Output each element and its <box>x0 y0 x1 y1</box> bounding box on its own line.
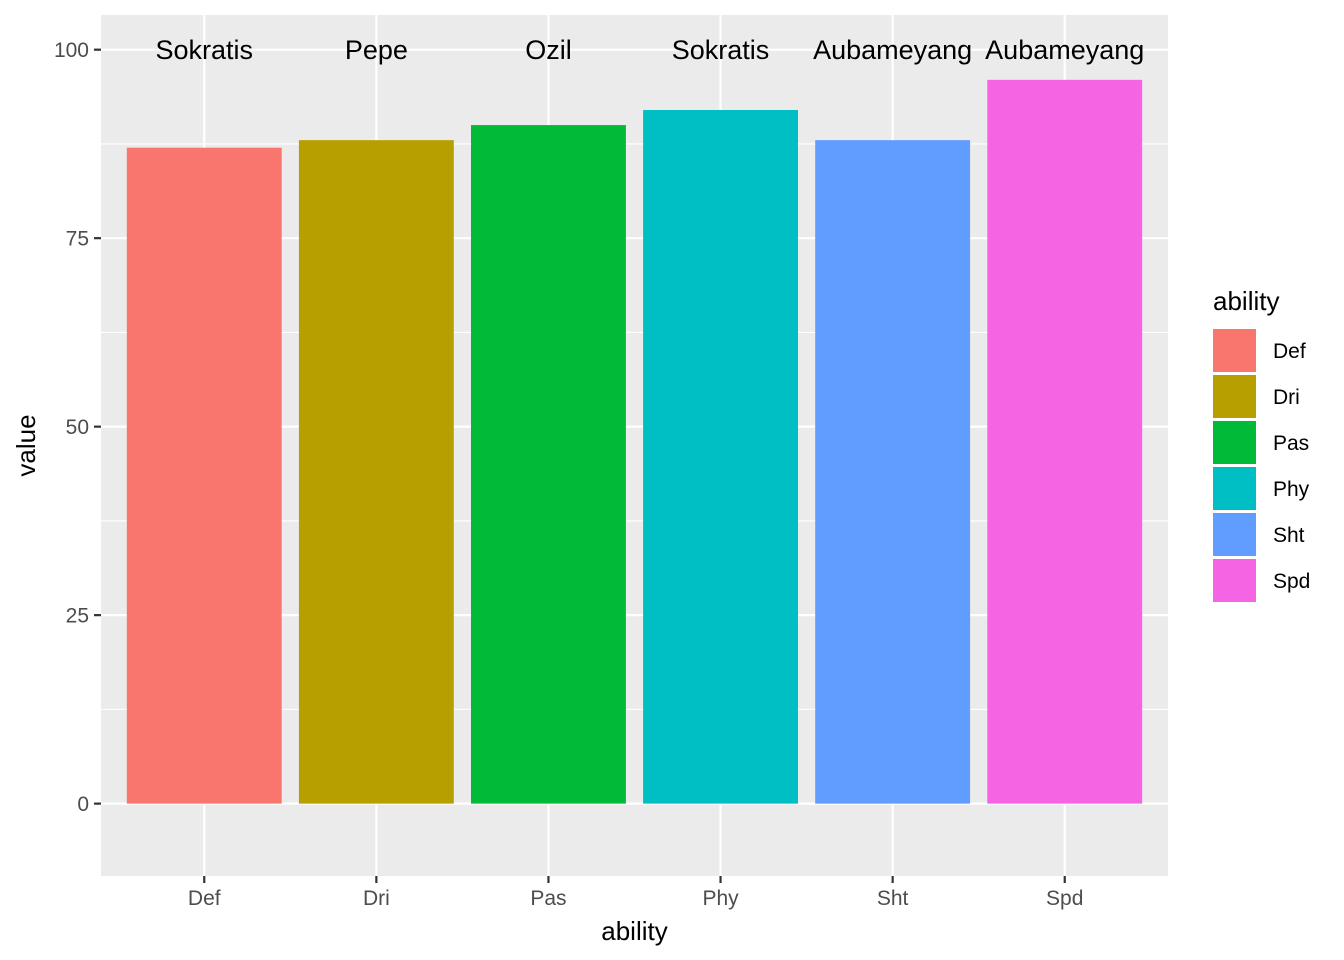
legend-key-def <box>1213 329 1256 372</box>
legend-label: Sht <box>1273 524 1305 547</box>
legend-key-dri <box>1213 375 1256 418</box>
y-tick-label: 0 <box>77 793 89 816</box>
bar-label: Aubameyang <box>813 35 972 65</box>
legend-label: Pas <box>1273 432 1309 455</box>
x-tick-label: Spd <box>1046 887 1083 910</box>
x-tick-label: Def <box>188 887 221 910</box>
x-tick-label: Pas <box>530 887 566 910</box>
legend-label: Def <box>1273 340 1306 363</box>
legend-key-spd <box>1213 559 1256 602</box>
x-tick-label: Sht <box>877 887 909 910</box>
x-tick-label: Phy <box>702 887 739 910</box>
bar-sht <box>815 140 971 804</box>
bar-pas <box>471 125 626 804</box>
legend-label: Spd <box>1273 570 1310 593</box>
bars <box>126 79 1143 804</box>
y-tick-label: 75 <box>66 228 89 251</box>
y-tick-label: 25 <box>66 605 89 628</box>
y-axis-title: value <box>11 414 41 476</box>
x-axis: Def Dri Pas Phy Sht Spd <box>188 876 1083 910</box>
bar-phy <box>643 109 798 804</box>
x-axis-title: ability <box>601 916 667 946</box>
x-tick-label: Dri <box>363 887 390 910</box>
bar-label: Ozil <box>525 35 572 65</box>
bar-labels: Sokratis Pepe Ozil Sokratis Aubameyang Aubame… <box>155 35 1144 65</box>
bar-label: Sokratis <box>155 35 253 65</box>
legend-label: Phy <box>1273 478 1310 501</box>
legend-key-phy <box>1213 467 1256 510</box>
y-axis: 0 25 50 75 100 <box>54 39 101 816</box>
legend-key-pas <box>1213 421 1256 464</box>
bar-dri <box>298 140 454 804</box>
bar-label: Sokratis <box>672 35 770 65</box>
legend: ability Def Dri Pas Phy Sht Spd <box>1213 286 1310 602</box>
bar-label: Pepe <box>345 35 408 65</box>
bar-label: Aubameyang <box>985 35 1144 65</box>
legend-items: Def Dri Pas Phy Sht Spd <box>1213 329 1310 602</box>
bar-def <box>126 147 282 804</box>
legend-title: ability <box>1213 286 1279 316</box>
y-tick-label: 50 <box>66 416 89 439</box>
bar-spd <box>987 79 1143 804</box>
legend-label: Dri <box>1273 386 1300 409</box>
y-tick-label: 100 <box>54 39 89 62</box>
legend-key-sht <box>1213 513 1256 556</box>
